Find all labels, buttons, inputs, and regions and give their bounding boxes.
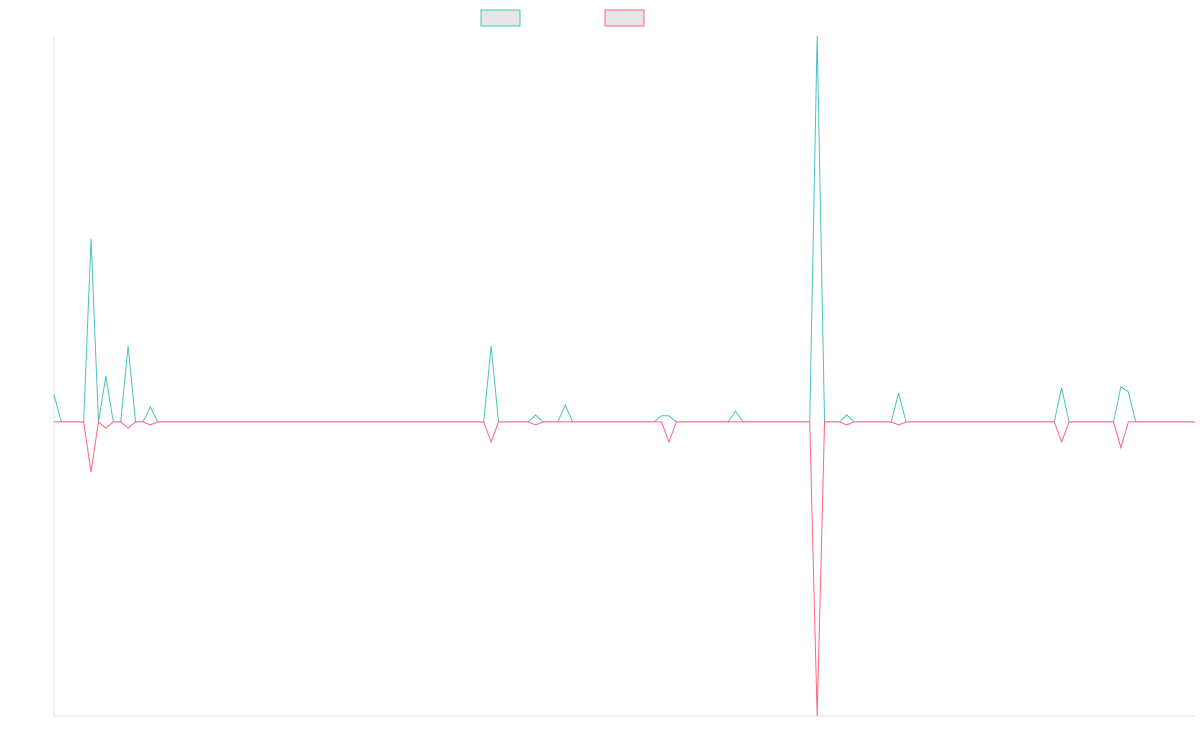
line-series: [53, 35, 1195, 423]
legend-swatch: [480, 9, 521, 27]
line-series: [54, 420, 1195, 717]
legend-swatch: [604, 9, 645, 27]
